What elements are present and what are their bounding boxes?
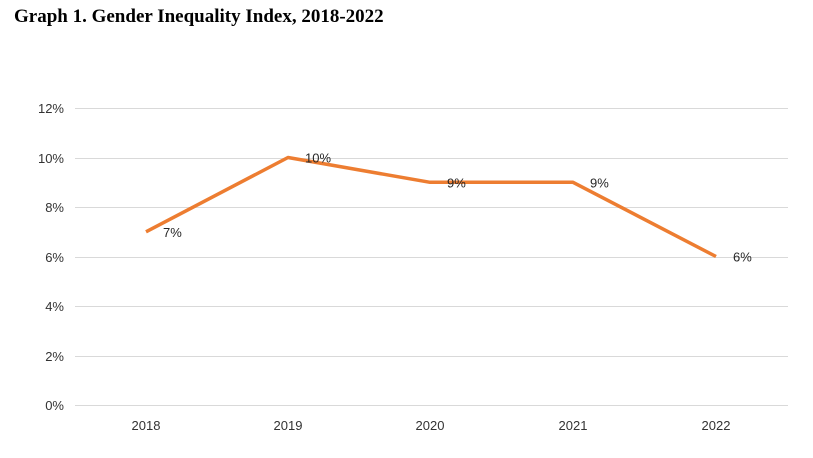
data-label: 10% [305,151,331,166]
data-labels: 7% 10% 9% 9% 6% [163,151,752,265]
series-line [145,155,717,259]
data-label: 9% [590,175,609,190]
x-axis-tick-labels: 2018 2019 2020 2021 2022 [132,418,731,433]
gridlines [75,108,788,406]
data-label: 7% [163,225,182,240]
x-tick-label: 2020 [416,418,445,433]
y-tick-label: 8% [45,200,64,215]
chart-title: Graph 1. Gender Inequality Index, 2018-2… [14,6,384,27]
y-tick-label: 2% [45,349,64,364]
y-tick-label: 6% [45,250,64,265]
data-label: 6% [733,250,752,265]
y-tick-label: 12% [38,101,64,116]
y-tick-label: 0% [45,398,64,413]
y-axis-tick-labels: 0% 2% 4% 6% 8% 10% 12% [38,101,64,413]
y-tick-label: 4% [45,299,64,314]
x-tick-label: 2022 [702,418,731,433]
series-line-group [145,155,717,259]
data-label: 9% [447,175,466,190]
x-tick-label: 2021 [559,418,588,433]
y-tick-label: 10% [38,151,64,166]
x-tick-label: 2018 [132,418,161,433]
x-tick-label: 2019 [274,418,303,433]
